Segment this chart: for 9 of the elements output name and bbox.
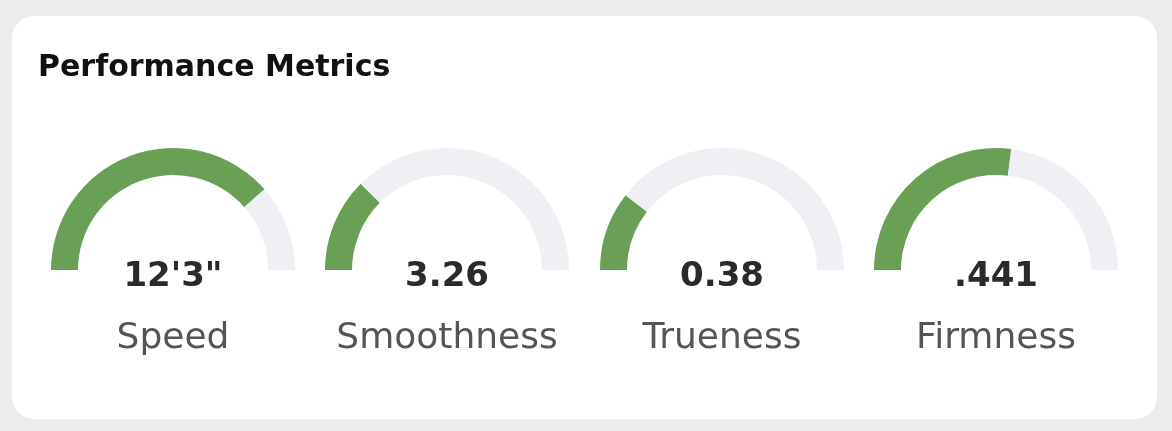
text: 12'3" [123,254,223,294]
text: Speed [116,314,230,356]
text: 3.26 [405,254,489,294]
text: Smoothness [336,314,558,356]
text: Firmness [916,314,1076,356]
text: 0.38 [680,254,764,294]
text: Performance Metrics [38,48,391,83]
text: Trueness [641,314,802,356]
text: .441 [954,254,1038,294]
